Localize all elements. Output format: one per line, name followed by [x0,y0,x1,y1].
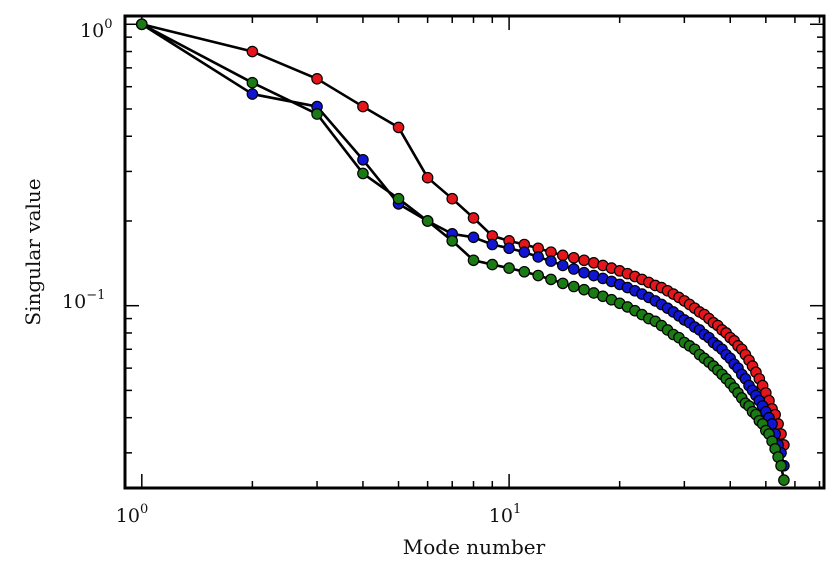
data-point-red [246,45,259,58]
data-point-red [392,121,405,134]
data-point-blue [503,242,515,255]
x-tick-label-1: 100 [116,502,148,527]
data-point-blue [486,238,499,251]
y-tick-label-1: 100 [80,17,112,42]
x-tick-label-2: 101 [489,502,521,527]
data-point-blue [357,153,369,166]
data-point-red [357,100,369,113]
series-line-green [141,23,786,481]
data-point-blue [518,246,531,258]
data-point-green [246,76,259,89]
y-axis-label: Singular value [21,178,45,325]
data-point-green [392,192,405,205]
data-point-blue [556,259,569,272]
data-point-red [467,212,480,224]
data-point-red [446,192,459,205]
data-point-green [446,235,459,247]
series-layer [136,18,790,486]
data-point-blue [467,231,480,244]
data-point-green [567,280,580,293]
data-point-green [518,265,531,278]
data-point-green [467,254,480,267]
data-point-red [556,249,569,262]
data-point-green [556,277,569,290]
data-point-blue [532,251,544,263]
data-point-blue [578,266,590,279]
data-point-green [578,283,590,296]
data-point-green [775,459,787,472]
tick-marks [125,16,824,488]
data-point-green [778,474,790,486]
data-point-blue [545,255,557,267]
data-point-red [421,171,434,184]
data-point-green [503,262,515,274]
x-axis-label: Mode number [403,535,546,559]
data-point-red [578,254,590,267]
data-point-blue [567,263,580,275]
data-point-green [311,108,323,120]
data-point-green [486,258,499,271]
series-line-blue [141,23,786,467]
data-point-red [567,251,580,264]
plot-frame [123,14,826,490]
y-tick-label-2: 10−1 [62,288,105,313]
data-point-green [357,167,369,180]
data-point-green [545,273,557,286]
data-point-blue [246,88,259,100]
data-point-red [311,73,323,85]
data-point-green [136,18,148,31]
data-point-green [421,215,434,227]
data-point-green [532,269,544,282]
